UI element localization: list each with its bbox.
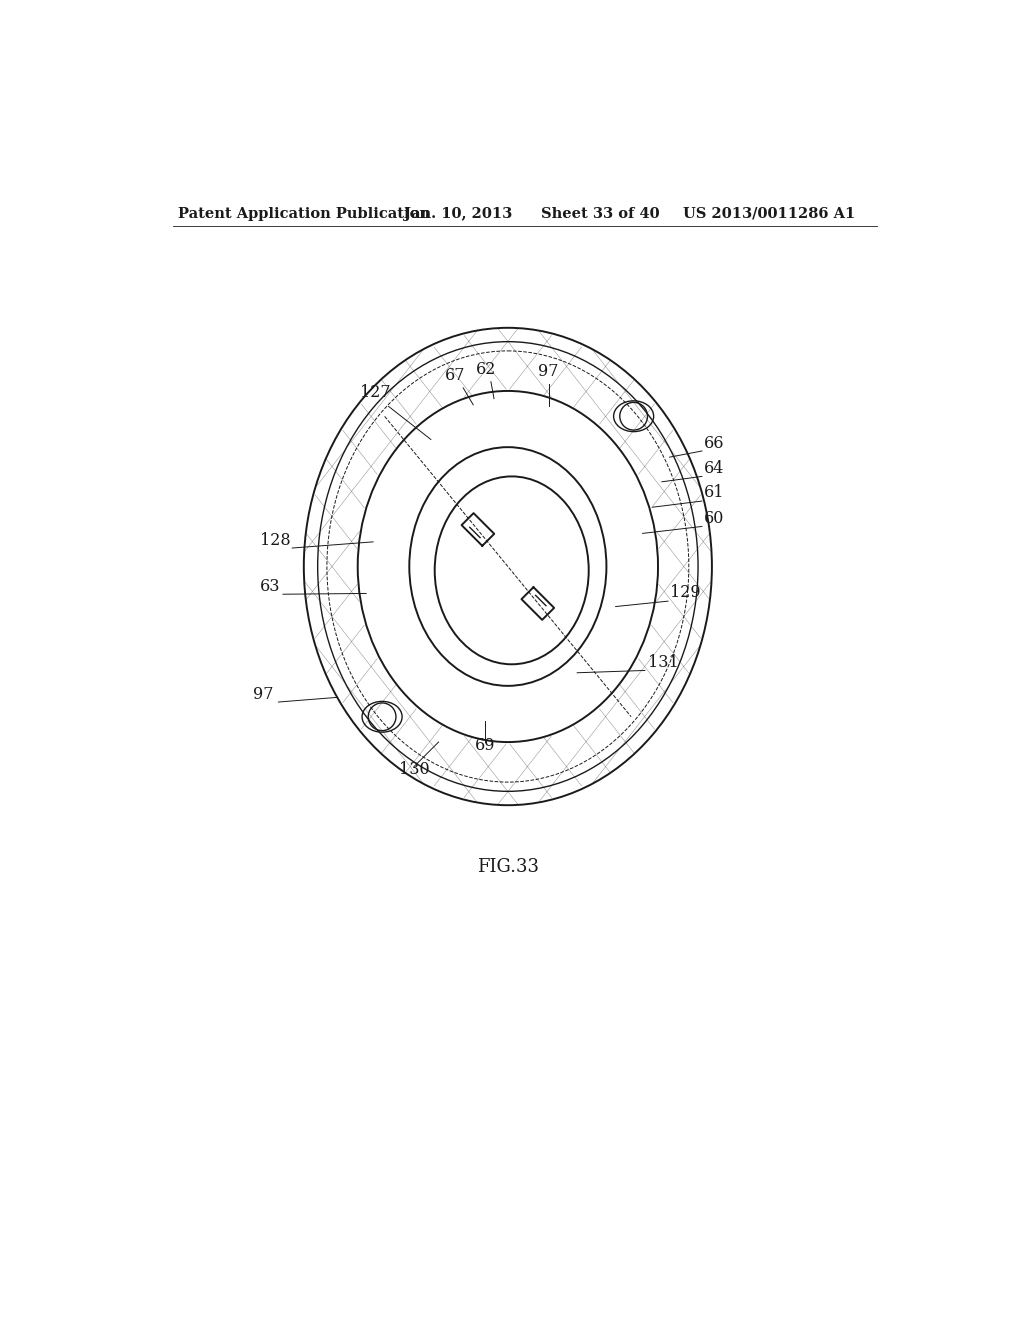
Text: 129: 129 (670, 585, 700, 602)
Text: 69: 69 (474, 737, 495, 754)
Text: 64: 64 (705, 459, 725, 477)
Text: 67: 67 (445, 367, 466, 384)
Text: 63: 63 (260, 578, 281, 595)
Text: 97: 97 (253, 686, 273, 704)
Text: 60: 60 (705, 510, 725, 527)
Text: Jan. 10, 2013: Jan. 10, 2013 (403, 207, 512, 220)
Text: 66: 66 (705, 434, 725, 451)
Text: 61: 61 (705, 484, 725, 502)
Text: 127: 127 (360, 384, 391, 401)
Text: FIG.33: FIG.33 (477, 858, 539, 875)
Text: 128: 128 (260, 532, 291, 549)
Text: 97: 97 (539, 363, 559, 380)
Text: Sheet 33 of 40: Sheet 33 of 40 (541, 207, 659, 220)
Text: 131: 131 (648, 653, 679, 671)
Text: 62: 62 (476, 360, 497, 378)
Text: 130: 130 (398, 762, 429, 779)
Text: US 2013/0011286 A1: US 2013/0011286 A1 (683, 207, 856, 220)
Text: Patent Application Publication: Patent Application Publication (178, 207, 430, 220)
